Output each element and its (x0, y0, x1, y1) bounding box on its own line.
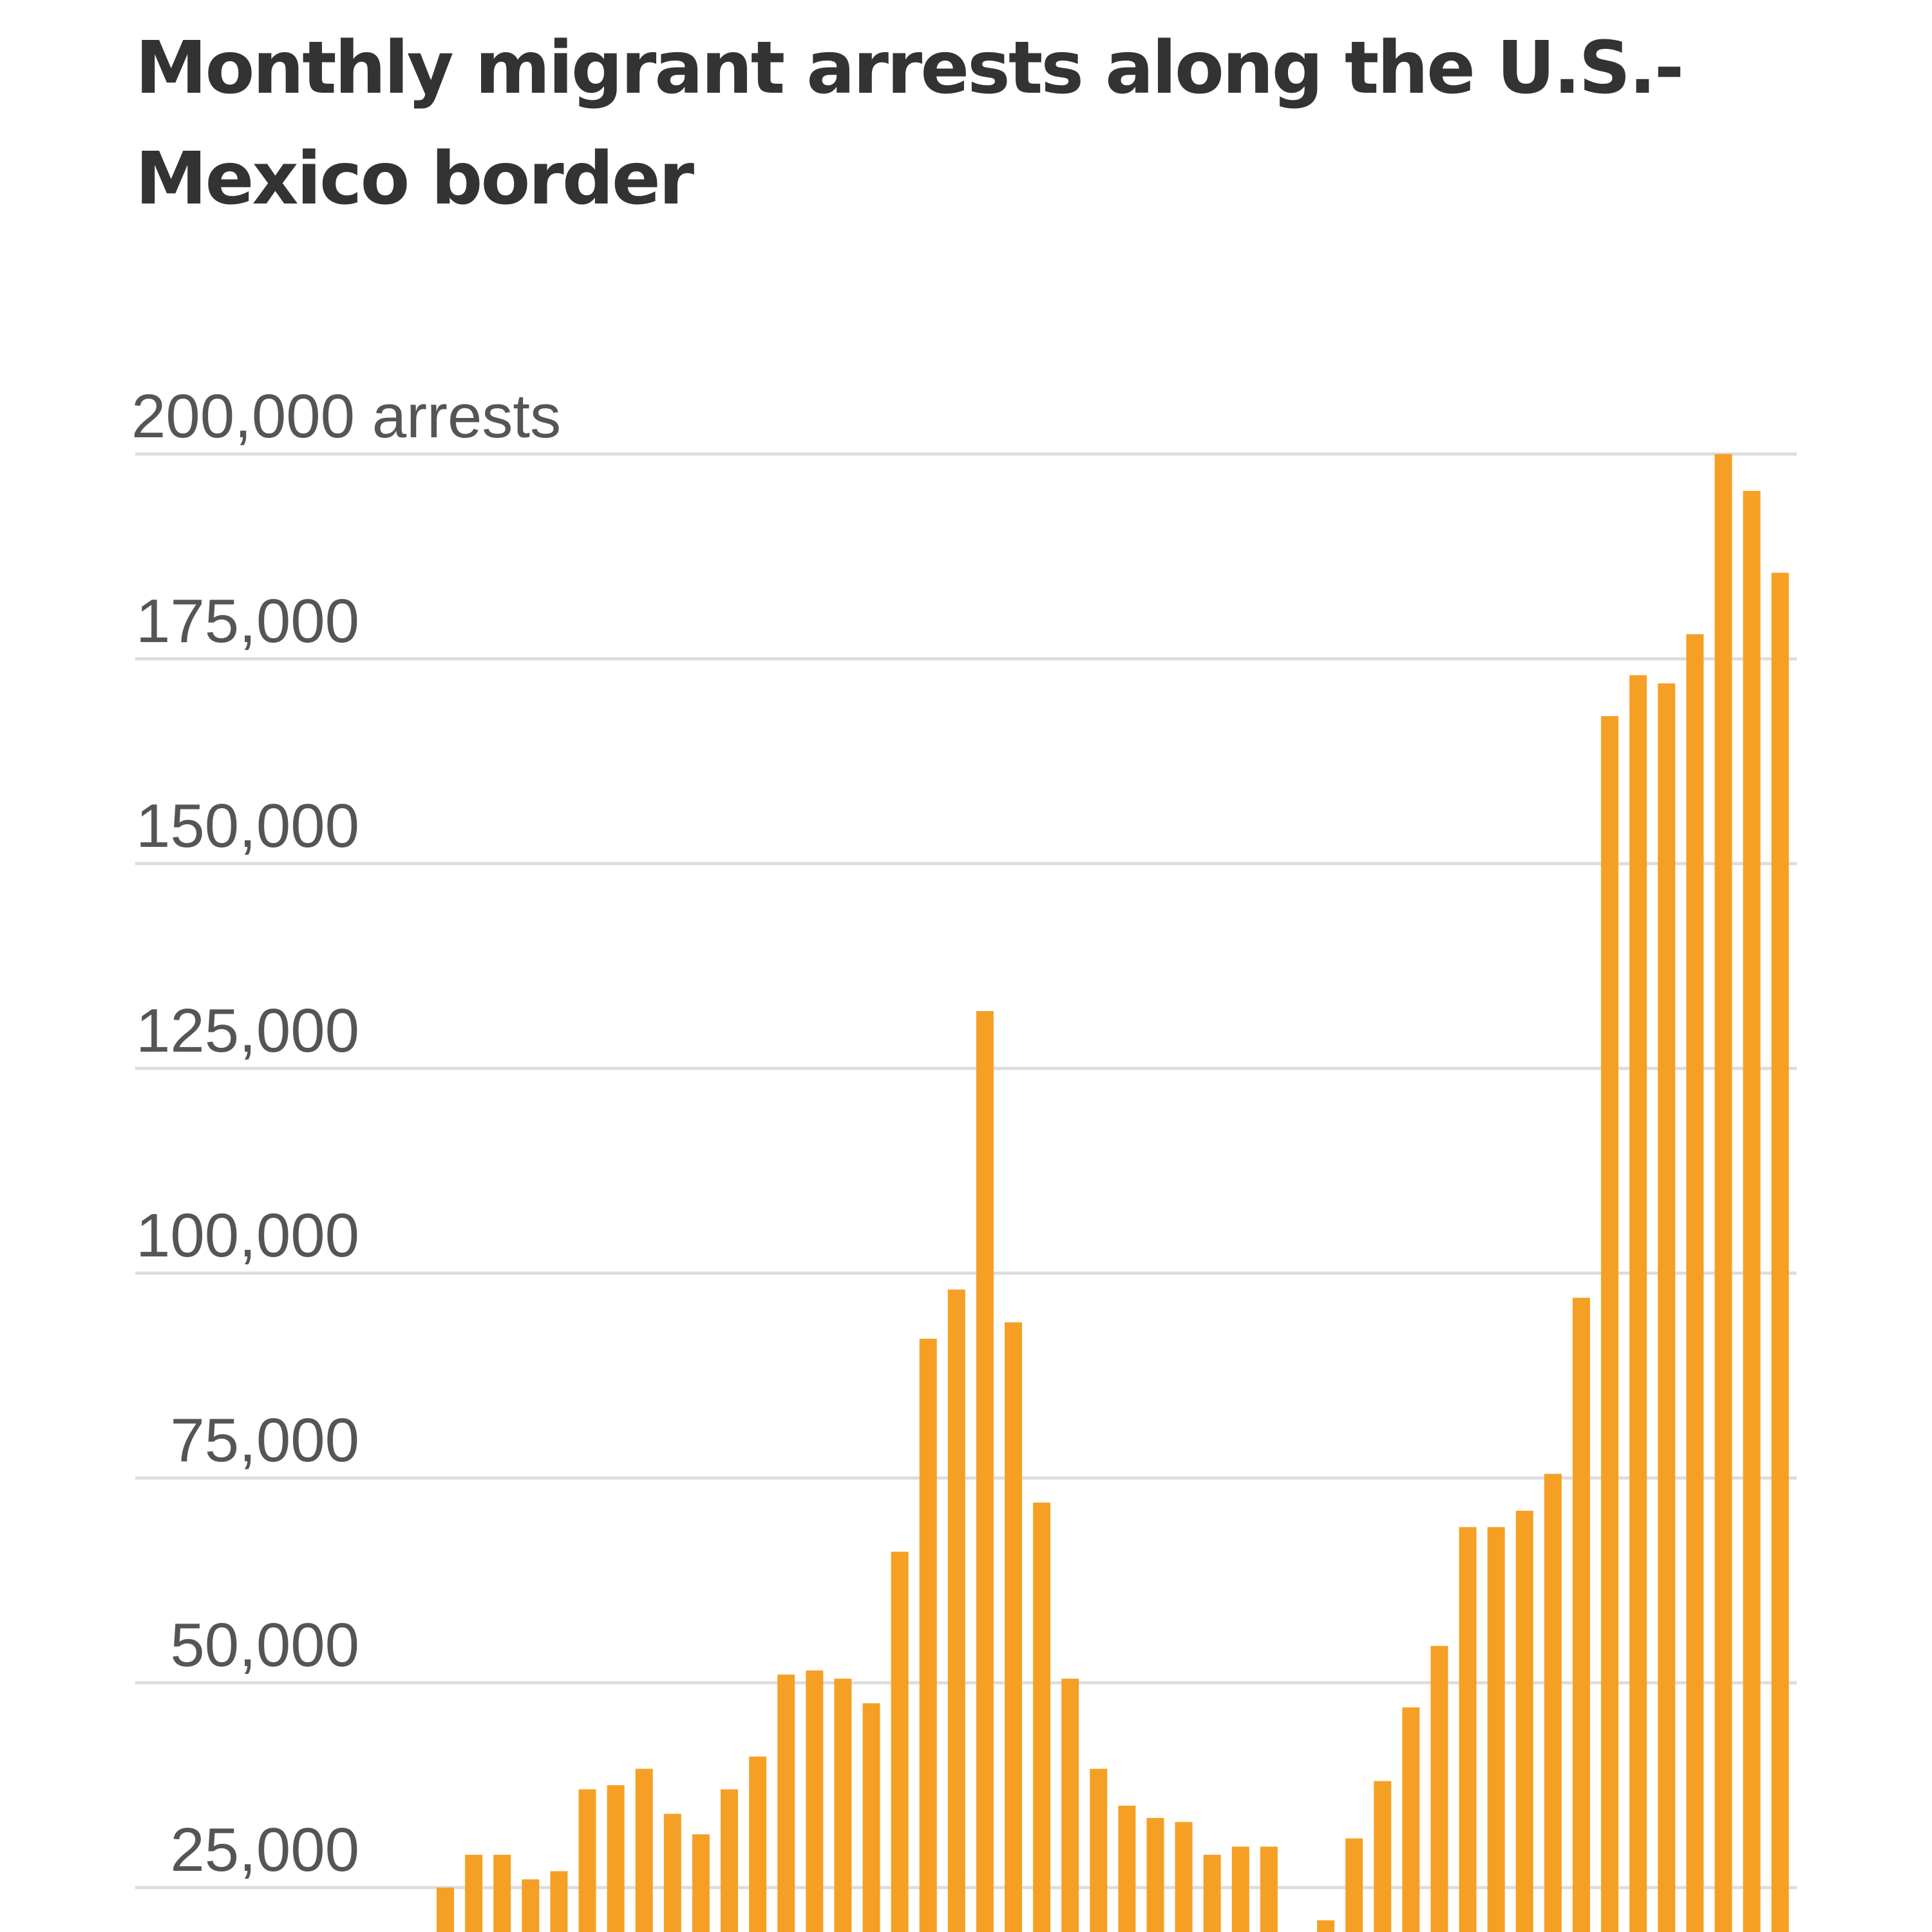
bar (1402, 1707, 1420, 1932)
bar (721, 1789, 738, 1932)
bar (1771, 573, 1789, 1932)
y-tick-label: 200,000 arrests (131, 382, 561, 451)
bar (1175, 1822, 1193, 1932)
y-tick-label: 50,000 (170, 1611, 359, 1680)
bar (578, 1789, 596, 1932)
bar (1061, 1678, 1079, 1932)
y-tick-label: 100,000 (136, 1201, 359, 1270)
bars (437, 454, 1789, 1932)
bar (1515, 1510, 1533, 1932)
bar (1573, 1298, 1590, 1932)
bar (635, 1768, 653, 1932)
bar (1743, 491, 1761, 1932)
bar (607, 1785, 625, 1932)
bar (1345, 1838, 1363, 1932)
bar (437, 1888, 454, 1932)
bar (493, 1855, 511, 1932)
bar (834, 1678, 852, 1932)
bar (891, 1551, 909, 1932)
bar (1203, 1855, 1221, 1932)
bar (1231, 1846, 1249, 1932)
y-axis-tick-labels: 200,000 arrests 175,000 150,000 125,000 100,… (131, 382, 561, 1884)
bar (1033, 1502, 1051, 1932)
bar (806, 1670, 824, 1932)
y-tick-label: 175,000 (136, 587, 359, 656)
bar (1118, 1805, 1136, 1932)
bar (1374, 1781, 1392, 1932)
bar (1487, 1527, 1505, 1932)
bar (550, 1871, 568, 1932)
bar (1459, 1527, 1477, 1932)
bar (1629, 675, 1647, 1932)
y-tick-label: 125,000 (136, 996, 359, 1065)
bar (1317, 1920, 1335, 1932)
bar (1686, 634, 1704, 1932)
bar (1544, 1473, 1562, 1932)
y-tick-label: 75,000 (170, 1406, 359, 1475)
bar (663, 1814, 681, 1932)
bar (465, 1855, 483, 1932)
bar (1430, 1645, 1448, 1932)
bar (1658, 683, 1676, 1932)
bar (862, 1703, 880, 1932)
bar (1601, 716, 1619, 1932)
bar (1146, 1817, 1164, 1932)
bar (777, 1674, 795, 1932)
y-tick-label: 150,000 (136, 791, 359, 860)
bar (976, 1011, 994, 1932)
bar (522, 1879, 540, 1932)
bar (919, 1338, 937, 1932)
bar (1714, 454, 1732, 1932)
bar (749, 1756, 767, 1932)
bar (1005, 1322, 1022, 1932)
bar (1260, 1846, 1278, 1932)
bar (1090, 1768, 1108, 1932)
bar (947, 1289, 965, 1932)
y-tick-label: 25,000 (170, 1815, 359, 1884)
chart-title: Monthly migrant arrests along the U.S.-M… (135, 26, 1684, 221)
bar (692, 1834, 710, 1932)
